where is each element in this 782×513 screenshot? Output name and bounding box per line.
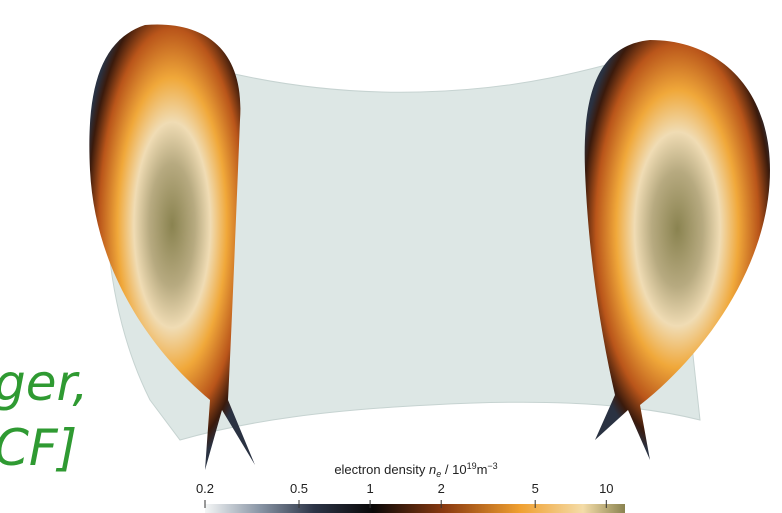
colorbar-tick-label: 5 bbox=[532, 481, 539, 496]
colorbar-tick-label: 2 bbox=[438, 481, 445, 496]
torus-surface bbox=[105, 39, 701, 441]
colorbar bbox=[205, 504, 625, 513]
colorbar-tick-label: 0.5 bbox=[290, 481, 308, 496]
text-fragment: CF] bbox=[0, 419, 77, 477]
text-fragment: ger, bbox=[0, 354, 88, 412]
colorbar-tick-label: 0.2 bbox=[196, 481, 214, 496]
colorbar-label: electron density ne / 1019m−3 bbox=[334, 461, 497, 479]
cross-section-right bbox=[584, 40, 770, 460]
colorbar-tick-label: 10 bbox=[599, 481, 613, 496]
colorbar-tick-label: 1 bbox=[366, 481, 373, 496]
cross-section-left bbox=[89, 24, 255, 470]
